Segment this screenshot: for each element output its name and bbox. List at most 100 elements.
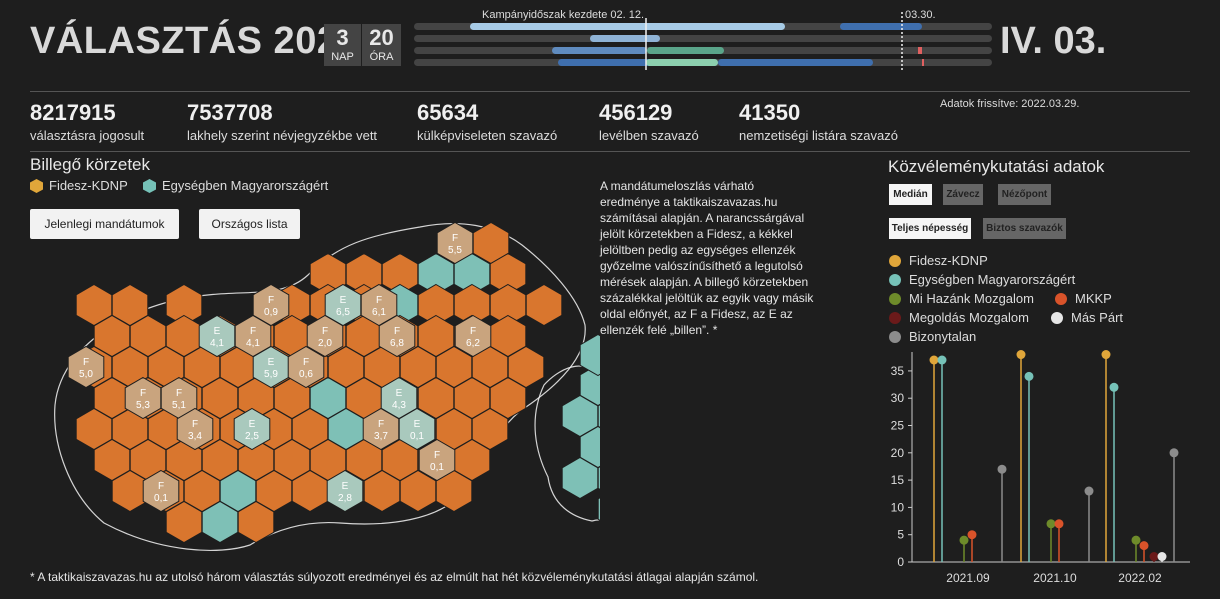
district-hex <box>435 469 473 513</box>
y-tick-label: 5 <box>897 528 904 542</box>
lollipop-point[interactable] <box>1084 486 1094 496</box>
poll-legend-fidesz: Fidesz-KDNP <box>889 253 988 268</box>
legend-label: Megoldás Mozgalom <box>909 310 1029 325</box>
district-hex <box>597 466 600 490</box>
lollipop-point[interactable] <box>1169 448 1179 458</box>
national-list-button[interactable]: Országos lista <box>199 209 300 239</box>
swing-party-label: F <box>250 326 256 337</box>
lollipop-point[interactable] <box>1149 552 1159 562</box>
swing-party-label: F <box>378 419 384 430</box>
lollipop-point[interactable] <box>967 530 977 540</box>
district-hex <box>579 333 600 377</box>
swing-district-hex <box>287 345 325 389</box>
countdown-hours-unit: ÓRA <box>369 51 394 63</box>
y-tick-label: 30 <box>891 391 905 405</box>
stat-value: 456129 <box>599 100 673 125</box>
swing-margin-label: 6,1 <box>372 307 386 318</box>
swing-margin-label: 2,0 <box>318 338 332 349</box>
swing-party-label: F <box>268 295 274 306</box>
lollipop-point[interactable] <box>1157 552 1167 562</box>
lollipop-point[interactable] <box>997 464 1007 474</box>
lollipop-point[interactable] <box>1109 382 1119 392</box>
stat-label: lakhely szerint névjegyzékbe vett <box>187 128 378 143</box>
legend-label: Egységben Magyarországért <box>909 272 1076 287</box>
swing-district-hex <box>418 438 456 482</box>
lollipop-point[interactable] <box>1054 519 1064 529</box>
swing-party-label: E <box>342 481 349 492</box>
lollipop-point[interactable] <box>1139 541 1149 551</box>
lollipop-point[interactable] <box>1024 371 1034 381</box>
legend-label: Bizonytalan <box>909 329 977 344</box>
legend-label: Fidesz-KDNP <box>909 253 988 268</box>
poll-legend-maspart: Más Párt <box>1051 310 1123 325</box>
dot-icon <box>889 311 901 324</box>
swing-margin-label: 6,5 <box>336 307 350 318</box>
current-mandates-button[interactable]: Jelenlegi mandátumok <box>30 209 179 239</box>
poll-legend-undecided: Bizonytalan <box>889 329 976 344</box>
stat-registered: 7537708 lakhely szerint névjegyzékbe vet… <box>187 100 377 143</box>
legend-label: Más Párt <box>1071 310 1124 325</box>
swing-party-label: E <box>340 295 347 306</box>
swing-district-hex <box>436 221 474 265</box>
dot-icon <box>889 254 901 267</box>
swing-district-hex <box>454 314 492 358</box>
swing-party-label: E <box>268 357 275 368</box>
polls-title: Közvéleménykutatási adatok <box>888 157 1105 176</box>
lollipop-point[interactable] <box>1101 350 1111 360</box>
swing-margin-label: 2,8 <box>338 493 352 504</box>
dot-icon <box>1055 292 1067 305</box>
stat-consulate: 65634 külképviseleten szavazó <box>417 100 557 143</box>
swing-margin-label: 5,5 <box>448 245 462 256</box>
swing-party-label: F <box>394 326 400 337</box>
y-tick-label: 25 <box>891 419 905 433</box>
x-tick-label: 2022.02 <box>1118 571 1162 585</box>
swing-party-label: F <box>303 357 309 368</box>
legend-label: Egységben Magyarországért <box>162 178 329 193</box>
swing-margin-label: 4,3 <box>392 400 406 411</box>
lollipop-point[interactable] <box>937 355 947 365</box>
divider <box>30 91 1190 92</box>
swing-district-hex <box>176 407 214 451</box>
lollipop-point[interactable] <box>1016 350 1026 360</box>
stat-label: nemzetiségi listára szavazó <box>739 128 898 143</box>
swing-party-label: F <box>470 326 476 337</box>
lollipop-point[interactable] <box>929 355 939 365</box>
stat-label: választásra jogosult <box>30 128 145 143</box>
legend-label: Fidesz-KDNP <box>49 178 128 193</box>
legend-fidesz: Fidesz-KDNP <box>30 178 128 193</box>
map-description: A mandátumeloszlás várható eredménye a t… <box>600 179 814 337</box>
countdown-days: 3 NAP <box>324 24 361 66</box>
stat-nationality: 41350 nemzetiségi listára szavazó <box>739 100 898 143</box>
swing-margin-label: 6,2 <box>466 338 480 349</box>
swing-margin-label: 5,3 <box>136 400 150 411</box>
swing-margin-label: 0,1 <box>410 431 424 442</box>
poll-legend-mihazank: Mi Hazánk Mozgalom <box>889 291 1034 306</box>
swing-margin-label: 0,1 <box>154 493 168 504</box>
hexagon-icon <box>30 178 43 193</box>
pollster-median-button[interactable]: Medián <box>889 184 932 205</box>
pollster-zavecz-button[interactable]: Závecz <box>943 184 983 205</box>
y-tick-label: 35 <box>891 364 905 378</box>
hexagon-icon <box>143 178 156 193</box>
lollipop-point[interactable] <box>959 535 969 545</box>
lollipop-point[interactable] <box>1046 519 1056 529</box>
page-title: VÁLASZTÁS 2022 <box>30 20 361 62</box>
swing-margin-label: 6,8 <box>390 338 404 349</box>
lollipop-point[interactable] <box>1131 535 1141 545</box>
stat-value: 8217915 <box>30 100 116 125</box>
divider <box>30 151 1190 152</box>
stat-label: külképviseleten szavazó <box>417 128 558 143</box>
pollster-nezopont-button[interactable]: Nézőpont <box>998 184 1051 205</box>
swing-party-label: F <box>140 388 146 399</box>
swing-margin-label: 3,4 <box>188 431 202 442</box>
full-population-button[interactable]: Teljes népesség <box>889 218 971 239</box>
poll-lollipop-chart: 0 5 10 15 20 25 30 35 2021.09 2021.10 2022.02 <box>891 350 1190 585</box>
swing-margin-label: 2,5 <box>245 431 259 442</box>
swing-district-hex <box>142 469 180 513</box>
sure-voters-button[interactable]: Biztos szavazók <box>983 218 1066 239</box>
stat-value: 65634 <box>417 100 479 125</box>
countdown-days-value: 3 <box>336 25 349 50</box>
poll-legend-megoldas: Megoldás Mozgalom <box>889 310 1029 325</box>
countdown-hours-value: 20 <box>369 25 394 50</box>
hex-grid: F5,5F0,9E6,5F6,1E4,1F4,1F2,0F6,8F6,2F5,0… <box>67 221 600 544</box>
